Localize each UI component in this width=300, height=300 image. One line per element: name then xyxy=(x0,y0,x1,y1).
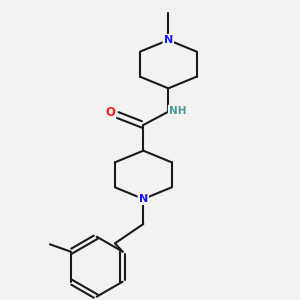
Text: NH: NH xyxy=(169,106,186,116)
Text: O: O xyxy=(105,106,115,119)
Text: N: N xyxy=(139,194,148,204)
Text: N: N xyxy=(164,35,173,45)
